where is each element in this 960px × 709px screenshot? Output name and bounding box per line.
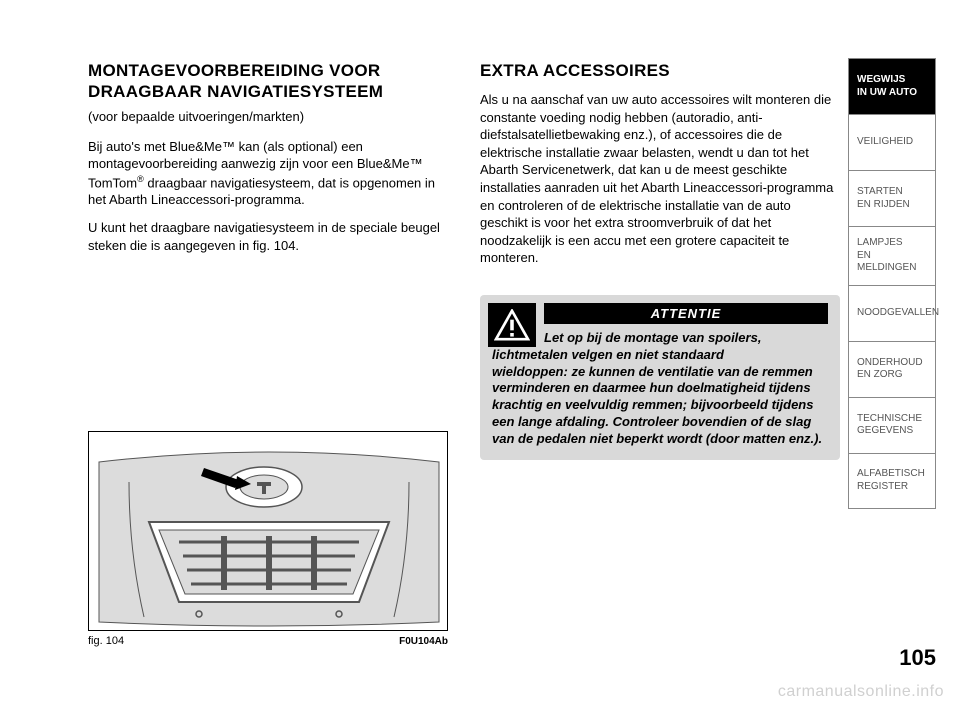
- left-column: MONTAGEVOORBEREIDING VOOR DRAAGBAAR NAVI…: [88, 60, 448, 460]
- section-tab-5[interactable]: ONDERHOUD EN ZORG: [848, 341, 936, 397]
- dashboard-vent-illustration: [89, 432, 448, 631]
- warning-header: ATTENTIE: [544, 303, 828, 324]
- right-heading: EXTRA ACCESSOIRES: [480, 60, 840, 81]
- section-tab-6[interactable]: TECHNISCHE GEGEVENS: [848, 397, 936, 453]
- warning-icon: [488, 303, 536, 347]
- figure-caption: fig. 104: [88, 635, 124, 647]
- content-columns: MONTAGEVOORBEREIDING VOOR DRAAGBAAR NAVI…: [88, 60, 840, 460]
- left-subtitle: (voor bepaalde uitvoeringen/markten): [88, 109, 448, 124]
- warning-triangle-icon: [494, 309, 530, 341]
- section-tab-0[interactable]: WEGWIJS IN UW AUTO: [848, 58, 936, 114]
- section-tab-4[interactable]: NOODGEVALLEN: [848, 285, 936, 341]
- left-paragraph-2: U kunt het draagbare navigatiesysteem in…: [88, 219, 448, 254]
- figure-ref: F0U104Ab: [399, 636, 448, 647]
- left-heading: MONTAGEVOORBEREIDING VOOR DRAAGBAAR NAVI…: [88, 60, 448, 103]
- right-paragraph-1: Als u na aanschaf van uw auto accessoire…: [480, 91, 840, 266]
- section-tab-7[interactable]: ALFABETISCH REGISTER: [848, 453, 936, 509]
- left-title-line2: DRAAGBAAR NAVIGATIESYSTEEM: [88, 82, 383, 101]
- warning-text-rest: wieldoppen: ze kunnen de ventilatie van …: [492, 364, 828, 448]
- warning-text: Let op bij de montage van spoilers, lich…: [492, 330, 828, 448]
- left-title-line1: MONTAGEVOORBEREIDING VOOR: [88, 61, 380, 80]
- section-tab-2[interactable]: STARTEN EN RIJDEN: [848, 170, 936, 226]
- section-tab-3[interactable]: LAMPJES EN MELDINGEN: [848, 226, 936, 285]
- figure-104: fig. 104 F0U104Ab: [88, 431, 448, 647]
- left-paragraph-1: Bij auto's met Blue&Me™ kan (als optiona…: [88, 138, 448, 210]
- registered-mark: ®: [137, 174, 144, 184]
- figure-illustration: [88, 431, 448, 631]
- watermark: carmanualsonline.info: [778, 683, 944, 701]
- section-tab-1[interactable]: VEILIGHEID: [848, 114, 936, 170]
- right-column: EXTRA ACCESSOIRES Als u na aanschaf van …: [480, 60, 840, 460]
- figure-caption-row: fig. 104 F0U104Ab: [88, 635, 448, 647]
- warning-box: ATTENTIE Let op bij de montage van spoil…: [480, 295, 840, 460]
- manual-page: MONTAGEVOORBEREIDING VOOR DRAAGBAAR NAVI…: [0, 0, 960, 709]
- page-number: 105: [899, 645, 936, 671]
- section-tabs: WEGWIJS IN UW AUTOVEILIGHEIDSTARTEN EN R…: [848, 58, 936, 509]
